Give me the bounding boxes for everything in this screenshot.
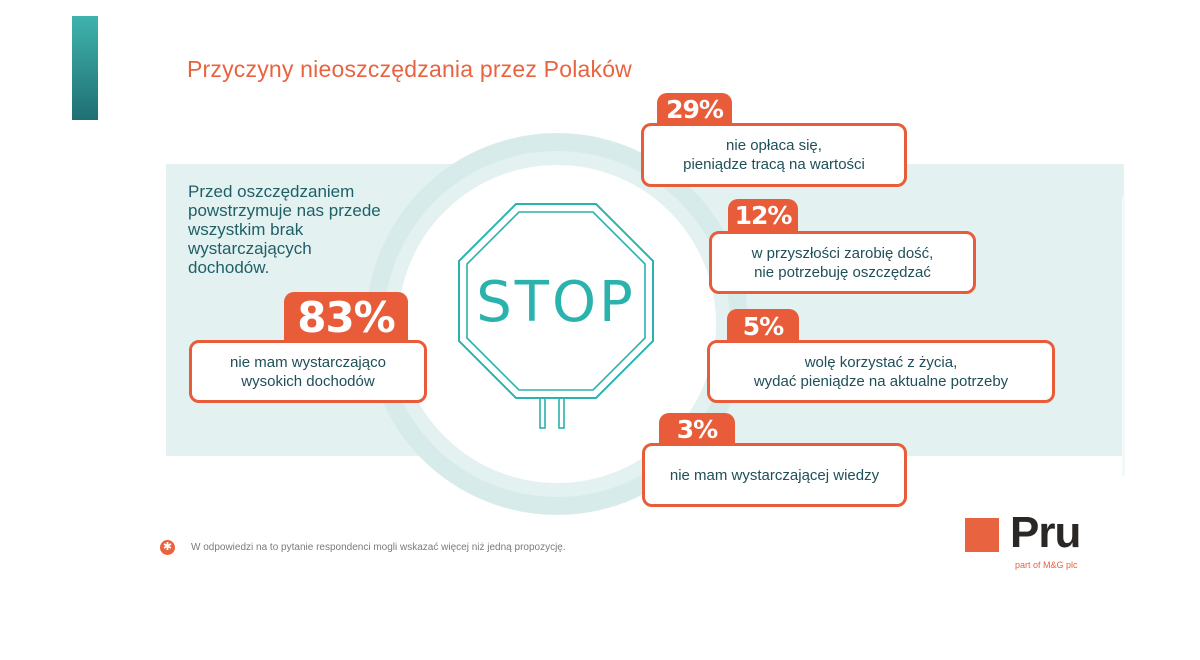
main-reason-line-1: nie mam wystarczająco (230, 353, 386, 371)
reason-line: nie potrzebuję oszczędzać (754, 263, 931, 281)
reason-box: wolę korzystać z życia, wydać pieniądze … (707, 340, 1055, 403)
logo: Pru (1010, 508, 1081, 557)
stop-label: STOP (476, 270, 636, 335)
reason-line: wydać pieniądze na aktualne potrzeby (753, 372, 1009, 390)
reason-line: nie opłaca się, (726, 137, 822, 154)
reason-box: nie opłaca się, pieniądze tracą na warto… (641, 123, 907, 187)
reason-percent-badge: 12% (728, 199, 798, 233)
asterisk-icon: ✱ (160, 540, 175, 555)
reason-percent-badge: 5% (727, 309, 799, 345)
page-title: Przyczyny nieoszczędzania przez Polaków (187, 56, 632, 82)
reason-line: wolę korzystać z życia, (804, 353, 958, 371)
reason-line: pieniądze tracą na wartości (683, 156, 865, 173)
stop-sign-icon: STOP (458, 203, 654, 429)
logo-subtitle: part of M&G plc (1015, 560, 1078, 570)
reason-line: w przyszłości zarobię dość, (751, 244, 934, 262)
footnote: W odpowiedzi na to pytanie respondenci m… (191, 542, 566, 553)
main-percent-badge: 83% (284, 292, 408, 344)
band-edge (1122, 196, 1125, 476)
accent-bar (72, 16, 98, 120)
reason-box: nie mam wystarczającej wiedzy (642, 443, 907, 507)
main-reason-line-2: wysokich dochodów (241, 372, 375, 390)
reason-line: nie mam wystarczającej wiedzy (669, 466, 880, 484)
logo-square-icon (965, 518, 999, 552)
main-reason-box: nie mam wystarczająco wysokich dochodów (189, 340, 427, 403)
lead-text: Przed oszczędzaniem powstrzymuje nas prz… (188, 182, 381, 277)
reason-percent-badge: 29% (657, 93, 732, 127)
reason-percent-badge: 3% (659, 413, 735, 447)
reason-box: w przyszłości zarobię dość, nie potrzebu… (709, 231, 976, 294)
